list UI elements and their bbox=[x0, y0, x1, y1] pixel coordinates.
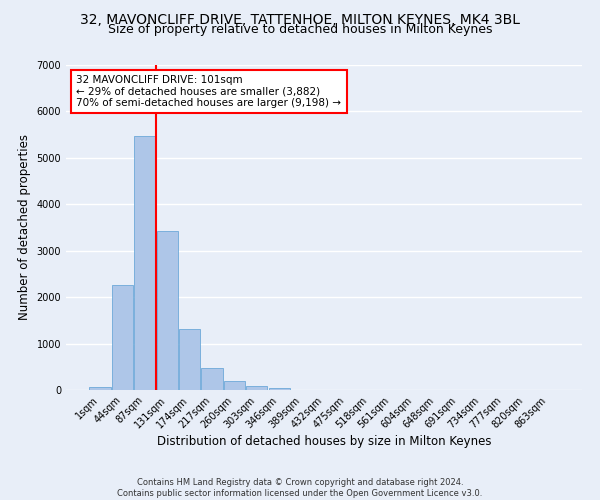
Bar bbox=[202, 368, 223, 390]
Text: 32, MAVONCLIFF DRIVE, TATTENHOE, MILTON KEYNES, MK4 3BL: 32, MAVONCLIFF DRIVE, TATTENHOE, MILTON … bbox=[80, 12, 520, 26]
Bar bbox=[269, 388, 290, 390]
X-axis label: Distribution of detached houses by size in Milton Keynes: Distribution of detached houses by size … bbox=[157, 436, 491, 448]
Bar bbox=[179, 329, 200, 390]
Text: Contains HM Land Registry data © Crown copyright and database right 2024.
Contai: Contains HM Land Registry data © Crown c… bbox=[118, 478, 482, 498]
Bar bbox=[246, 386, 268, 390]
Bar bbox=[157, 231, 178, 390]
Bar bbox=[89, 386, 111, 390]
Text: Size of property relative to detached houses in Milton Keynes: Size of property relative to detached ho… bbox=[108, 24, 492, 36]
Y-axis label: Number of detached properties: Number of detached properties bbox=[18, 134, 31, 320]
Text: 32 MAVONCLIFF DRIVE: 101sqm
← 29% of detached houses are smaller (3,882)
70% of : 32 MAVONCLIFF DRIVE: 101sqm ← 29% of det… bbox=[76, 74, 341, 108]
Bar bbox=[224, 381, 245, 390]
Bar bbox=[134, 136, 155, 390]
Bar bbox=[112, 284, 133, 390]
